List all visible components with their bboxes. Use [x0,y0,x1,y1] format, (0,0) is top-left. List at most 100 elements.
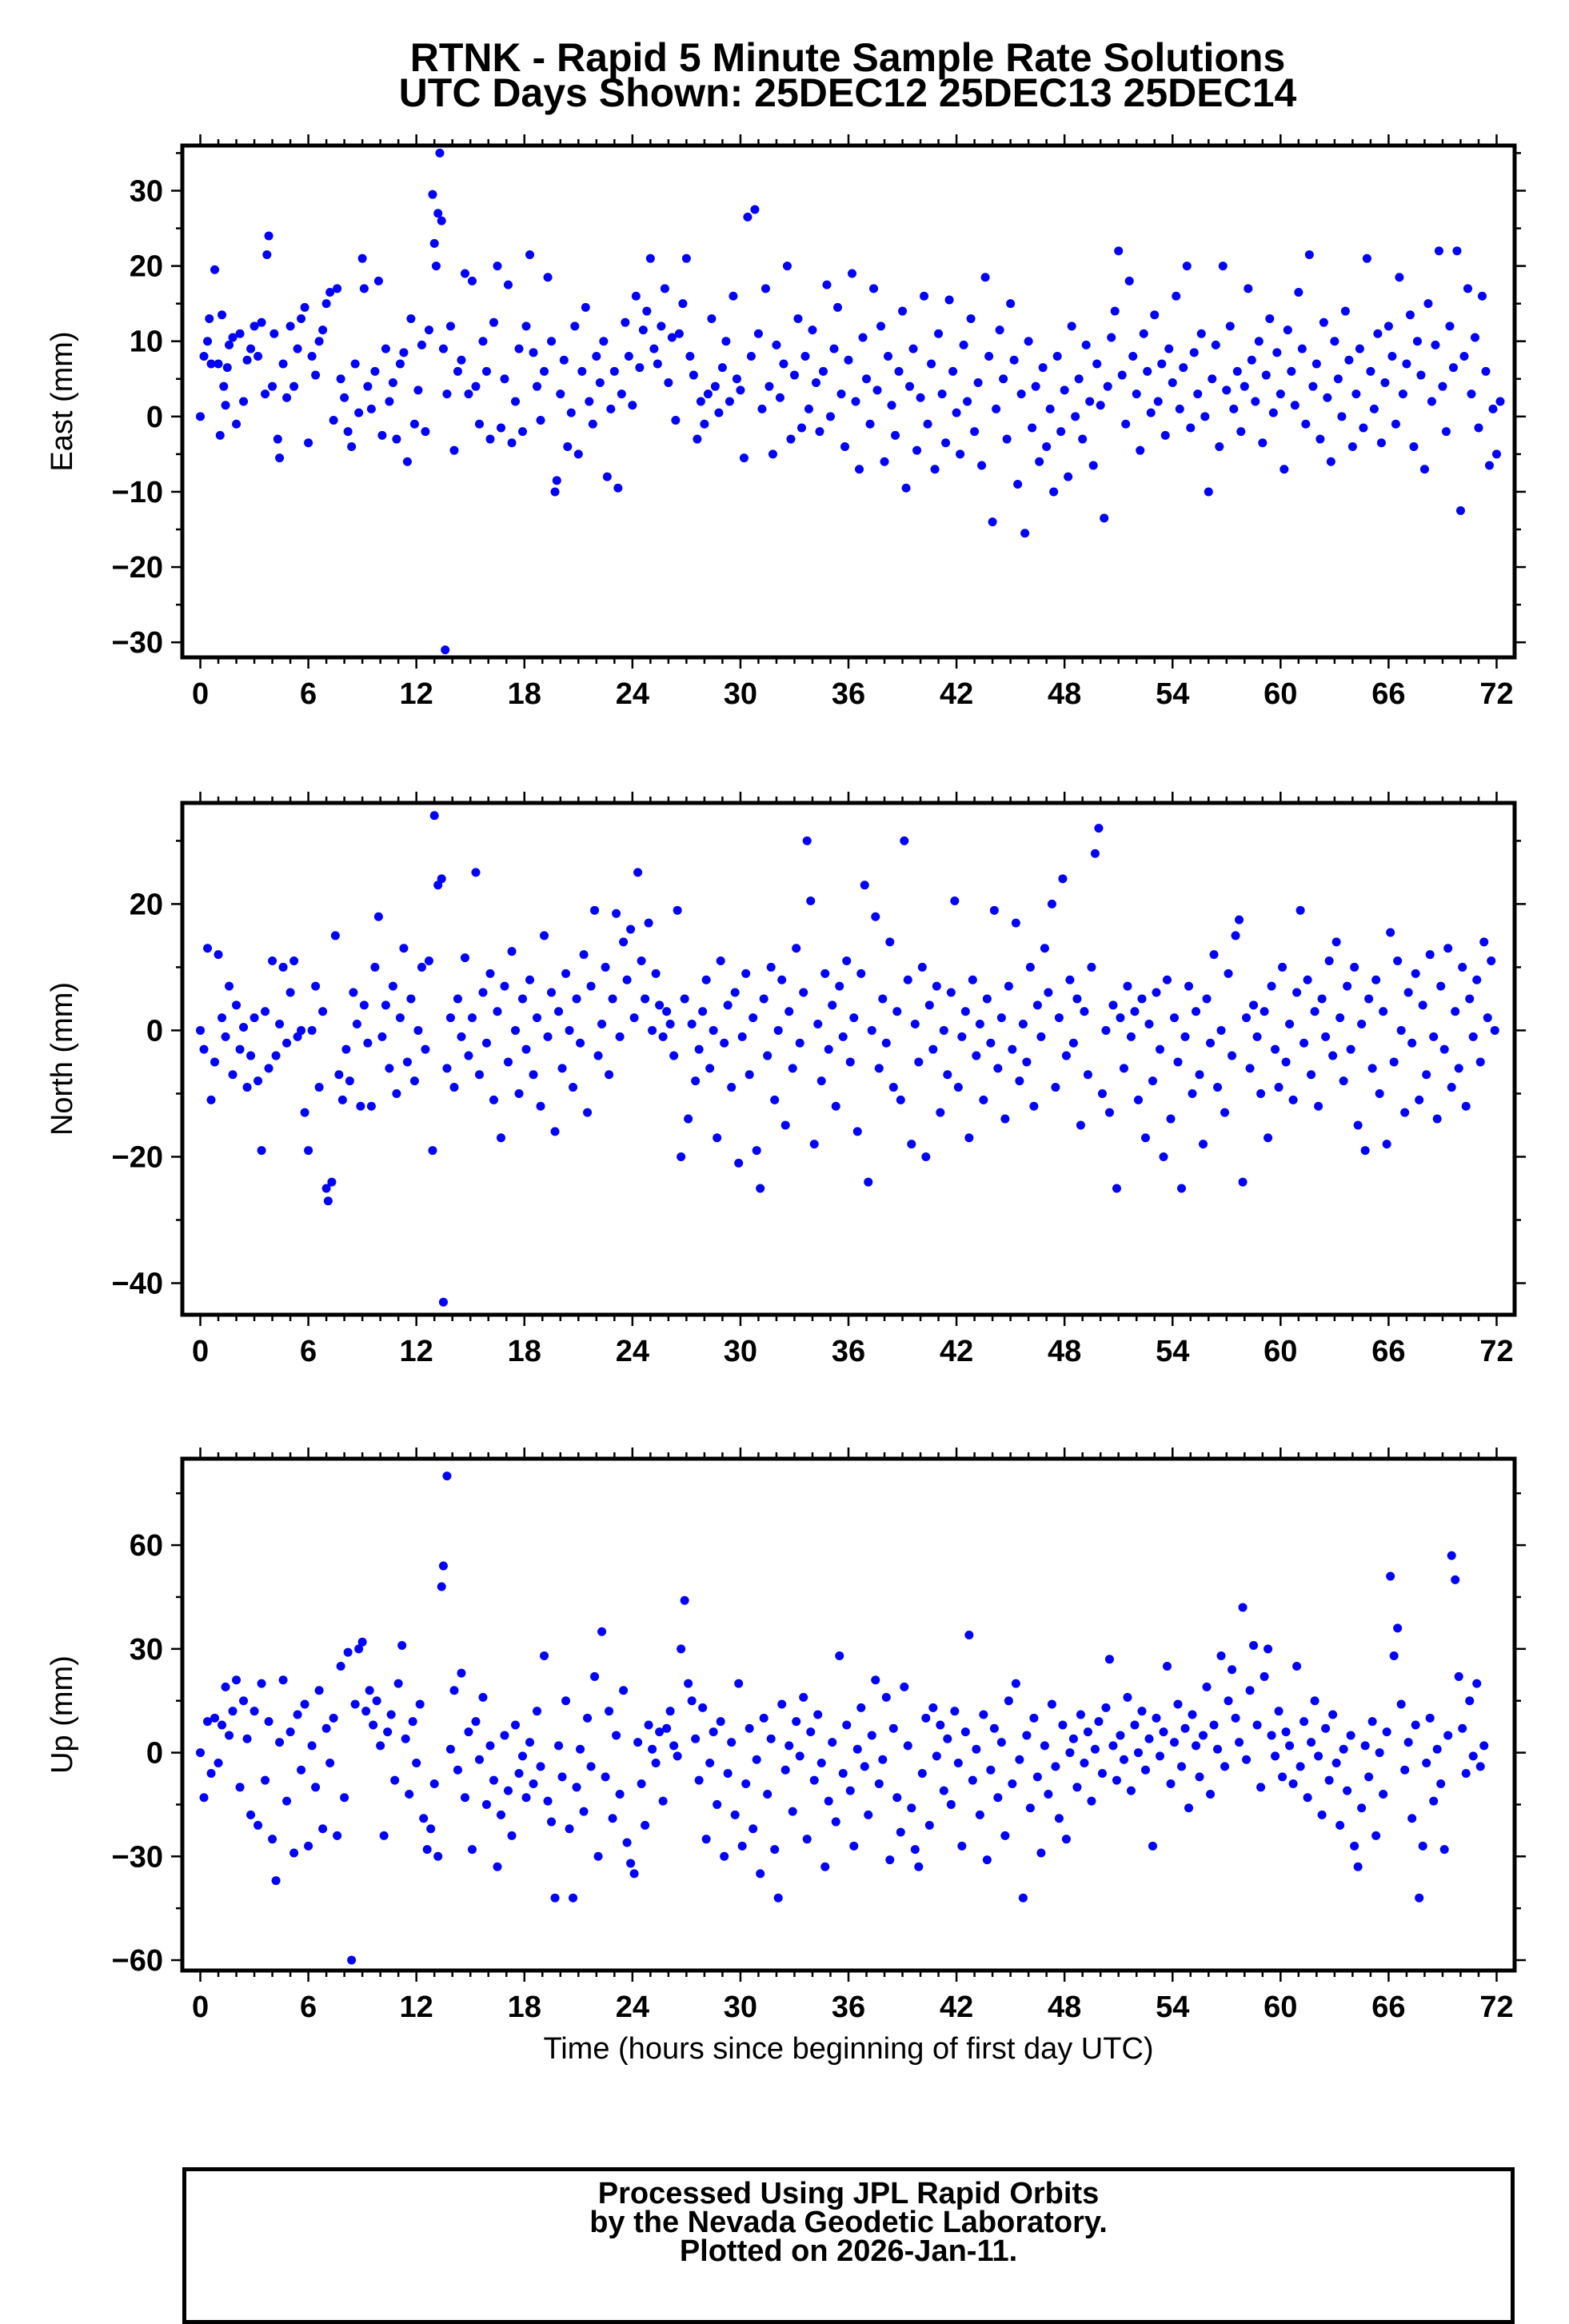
x-tick-label: 48 [1048,1335,1081,1368]
data-point [467,1013,477,1023]
data-point [1376,438,1386,448]
data-point [1461,1101,1471,1111]
data-point [1278,962,1288,972]
data-point [412,1759,421,1768]
data-point [1364,994,1374,1004]
data-point [536,1762,545,1771]
data-point [1136,445,1145,455]
data-point [333,1831,342,1840]
data-point [518,994,528,1004]
data-point [262,250,272,259]
data-point [540,366,549,376]
data-point [1371,975,1381,984]
data-point [1375,1748,1384,1758]
data-point [1235,1738,1244,1747]
data-point [1018,1020,1028,1029]
data-point [709,1025,718,1035]
data-point [1104,1108,1114,1117]
data-point [710,381,720,391]
data-point [388,377,397,387]
data-point [257,317,266,327]
data-point [1360,1741,1370,1751]
y-tick-label: 30 [130,1633,163,1667]
data-point [626,924,636,934]
data-point [1369,404,1379,413]
data-point [311,1783,321,1792]
data-point [637,956,646,966]
data-point [789,370,799,380]
x-tick-label: 18 [508,1335,541,1368]
data-point [1068,1038,1078,1048]
data-point [511,397,520,406]
data-point [677,1644,686,1654]
data-point [824,1044,833,1054]
data-point [1438,381,1447,391]
data-point [1078,434,1088,444]
data-point [1274,1083,1284,1092]
data-point [1081,340,1091,349]
data-point [572,994,581,1004]
x-tick-label: 60 [1264,1335,1297,1368]
data-point [1447,1551,1456,1560]
data-point [948,366,958,376]
data-point [1040,944,1049,953]
data-point [254,1820,263,1830]
y-tick-label: 10 [130,325,163,359]
data-point [409,1076,419,1086]
data-point [687,1696,697,1706]
x-tick-label: 66 [1371,1335,1405,1368]
y-tick-label: 0 [146,401,163,434]
data-point [1382,1140,1391,1149]
data-point [720,1038,729,1048]
data-point [698,1007,708,1016]
data-point [943,1070,952,1080]
data-point [703,389,713,399]
data-point [1249,1641,1259,1651]
data-point [752,1146,761,1156]
data-point [1317,1810,1327,1819]
data-point [995,325,1004,335]
data-point [730,1810,740,1819]
data-point [881,1692,891,1702]
data-point [734,1158,744,1168]
data-point [590,1671,600,1681]
data-point [960,1007,970,1016]
data-point [1004,1696,1013,1706]
data-point [629,1869,639,1879]
footer-line-3: Plotted on 2026-Jan-11. [679,2234,1018,2268]
data-point [426,1824,436,1834]
data-point [694,1775,704,1785]
data-point [307,1741,317,1751]
data-point [907,1803,916,1813]
data-point [766,1734,776,1743]
data-point [677,1152,686,1161]
data-point [1319,317,1328,327]
data-point [927,359,936,369]
data-point [1124,276,1134,286]
data-point [1101,1703,1111,1712]
data-point [871,912,880,921]
data-point [218,1720,227,1730]
data-point [595,377,605,387]
data-point [376,1741,385,1751]
data-point [1439,1845,1449,1855]
data-point [1419,465,1429,474]
data-point [1353,1862,1363,1871]
data-point [474,1755,484,1764]
data-point [835,981,844,991]
data-point [285,1727,295,1737]
data-point [888,1083,898,1092]
data-point [392,1088,401,1098]
data-point [601,962,610,972]
data-point [1180,1723,1190,1733]
data-point [691,1734,701,1743]
data-point [896,1827,905,1837]
data-point [795,1038,804,1048]
data-point [478,1692,488,1702]
data-point [210,1713,220,1723]
data-point [916,393,925,402]
data-point [1287,366,1296,376]
data-point [300,1699,309,1709]
data-point [736,385,745,395]
data-point [1236,427,1246,437]
